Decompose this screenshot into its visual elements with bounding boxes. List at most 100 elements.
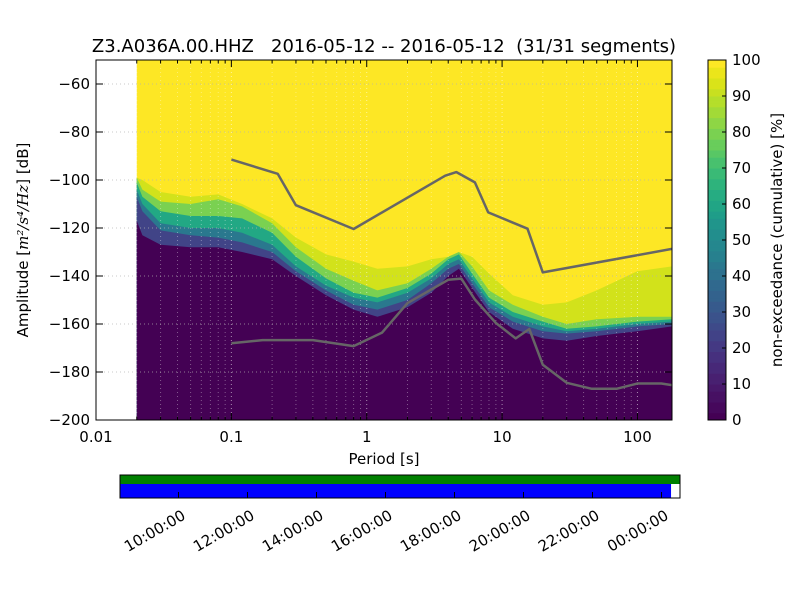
colorbar-segment: [708, 301, 726, 306]
y-axis-label-prefix: Amplitude [: [14, 250, 32, 338]
colorbar-segment: [708, 391, 726, 396]
colorbar-segment: [708, 373, 726, 378]
colorbar-segment: [708, 92, 726, 97]
colorbar-segment: [708, 344, 726, 349]
colorbar-segment: [708, 250, 726, 255]
colorbar-segment: [708, 283, 726, 288]
colorbar-segment: [708, 229, 726, 234]
coverage-tick-label: 16:00:00: [328, 506, 395, 555]
colorbar-segment: [708, 380, 726, 385]
colorbar-segment: [708, 240, 726, 245]
grid-lines: [96, 60, 672, 420]
y-tick-label: −60: [58, 75, 90, 93]
colorbar-tick-label: 10: [732, 375, 751, 393]
colorbar-bands: [708, 60, 726, 421]
colorbar-segment: [708, 204, 726, 209]
colorbar-tick-label: 90: [732, 87, 751, 105]
colorbar-segment: [708, 258, 726, 263]
colorbar-tick-label: 20: [732, 339, 751, 357]
colorbar-segment: [708, 114, 726, 119]
colorbar-segment: [708, 81, 726, 86]
colorbar-segment: [708, 261, 726, 266]
x-tick-label: 1: [362, 428, 372, 446]
y-tick-label: −120: [49, 219, 90, 237]
coverage-bar-green: [120, 475, 680, 484]
colorbar-ticks: 0 10 20 30 40 50 60 70 80 90 100: [722, 51, 761, 429]
colorbar-segment: [708, 290, 726, 295]
colorbar-segment: [708, 294, 726, 299]
colorbar-segment: [708, 348, 726, 353]
y-tick-label: −80: [58, 123, 90, 141]
colorbar-segment: [708, 153, 726, 158]
colorbar-segment: [708, 236, 726, 241]
colorbar-segment: [708, 150, 726, 155]
colorbar-segment: [708, 319, 726, 324]
y-axis-label: Amplitude [m²/s⁴/Hz] [dB]: [14, 143, 32, 338]
colorbar-segment: [708, 218, 726, 223]
colorbar-segment: [708, 117, 726, 122]
colorbar-segment: [708, 225, 726, 230]
colorbar-segment: [708, 337, 726, 342]
x-tick-label: 0.01: [79, 428, 112, 446]
colorbar-tick-label: 70: [732, 159, 751, 177]
colorbar-segment: [708, 412, 726, 417]
colorbar-tick-label: 30: [732, 303, 751, 321]
colorbar-segment: [708, 308, 726, 313]
coverage-time-ticks: 10:00:00 12:00:00 14:00:00 16:00:00 18:00:00…: [121, 492, 672, 556]
colorbar-segment: [708, 222, 726, 227]
colorbar-segment: [708, 157, 726, 162]
colorbar-segment: [708, 326, 726, 331]
colorbar-segment: [708, 312, 726, 317]
colorbar-segment: [708, 67, 726, 72]
colorbar-label: non-exceedance (cumulative) [%]: [768, 113, 786, 367]
colorbar-tick-label: 80: [732, 123, 751, 141]
colorbar-segment: [708, 178, 726, 183]
plot-area: 0.01 0.1 1 10 100 −60 −80 −100 −120 −140 −160 −180…: [49, 59, 673, 446]
colorbar-segment: [708, 330, 726, 335]
colorbar-segment: [708, 232, 726, 237]
colorbar-segment: [708, 196, 726, 201]
noise-model-lines: [231, 158, 672, 391]
heatmap-band-0: [136, 220, 672, 420]
colorbar-segment: [708, 398, 726, 403]
coverage-tick-label: 00:00:00: [604, 506, 671, 555]
colorbar-segment: [708, 276, 726, 281]
y-tick-label: −200: [49, 411, 90, 429]
y-tick-label: −160: [49, 315, 90, 333]
colorbar-segment: [708, 366, 726, 371]
colorbar-segment: [708, 355, 726, 360]
colorbar-segment: [708, 333, 726, 338]
coverage-tick-label: 22:00:00: [535, 506, 602, 555]
y-tick-label: −180: [49, 363, 90, 381]
colorbar-segment: [708, 394, 726, 399]
colorbar-segment: [708, 88, 726, 93]
coverage-tick-label: 14:00:00: [259, 506, 326, 555]
colorbar-segment: [708, 315, 726, 320]
colorbar-segment: [708, 74, 726, 79]
colorbar-segment: [708, 110, 726, 115]
colorbar-segment: [708, 135, 726, 140]
colorbar-segment: [708, 207, 726, 212]
colorbar-segment: [708, 124, 726, 129]
y-axis-label-suffix: ] [dB]: [14, 143, 32, 185]
colorbar-segment: [708, 121, 726, 126]
colorbar-segment: [708, 340, 726, 345]
colorbar-segment: [708, 376, 726, 381]
colorbar: 0 10 20 30 40 50 60 70 80 90 100 non-exceedance (c…: [707, 51, 786, 429]
coverage-bar-blue: [120, 484, 672, 498]
x-tick-label: 100: [623, 428, 652, 446]
x-tick-label: 10: [493, 428, 512, 446]
coverage-tick-label: 12:00:00: [190, 506, 257, 555]
chart-title: Z3.A036A.00.HHZ 2016-05-12 -- 2016-05-12…: [92, 36, 676, 57]
colorbar-segment: [708, 362, 726, 367]
colorbar-segment: [708, 85, 726, 90]
colorbar-segment: [708, 96, 726, 101]
colorbar-segment: [708, 146, 726, 151]
colorbar-segment: [708, 351, 726, 356]
colorbar-segment: [708, 247, 726, 252]
coverage-tick-label: 20:00:00: [466, 506, 533, 555]
colorbar-segment: [708, 63, 726, 68]
colorbar-segment: [708, 402, 726, 407]
y-axis-ticks: −60 −80 −100 −120 −140 −160 −180 −200: [49, 75, 672, 429]
colorbar-segment: [708, 70, 726, 75]
